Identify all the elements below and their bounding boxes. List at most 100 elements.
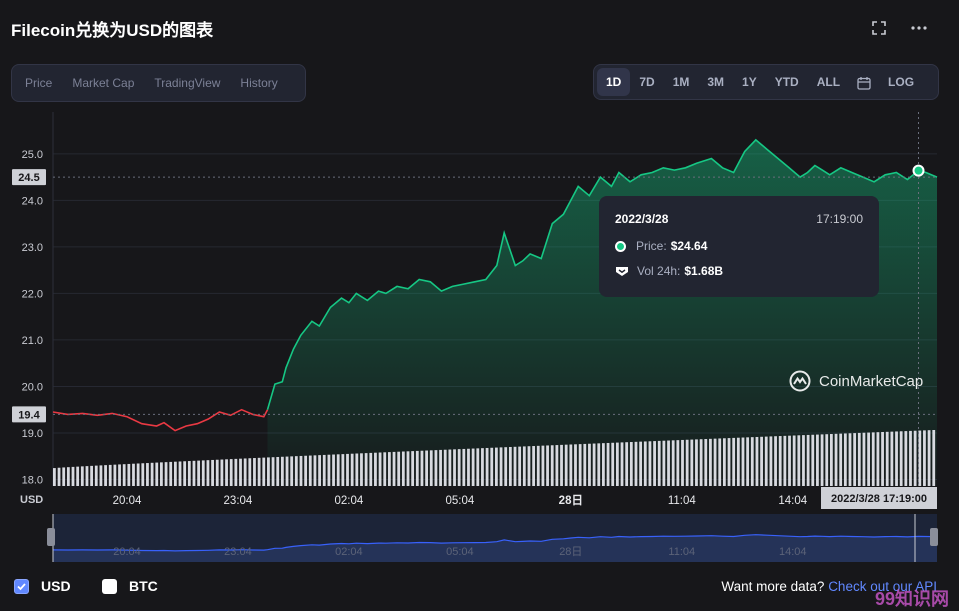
tab-1m[interactable]: 1M	[672, 75, 690, 89]
volume-bar	[401, 451, 405, 486]
y-tick-label: 19.0	[22, 428, 43, 440]
navigator-tick-label: 28日	[559, 546, 582, 558]
y-tick-label: 22.0	[22, 288, 43, 300]
fullscreen-icon[interactable]	[868, 20, 890, 42]
volume-bar	[839, 433, 843, 486]
volume-bar	[234, 458, 238, 486]
volume-bar	[541, 445, 545, 486]
volume-bar	[355, 453, 359, 486]
volume-bar	[620, 442, 624, 486]
checkbox-unchecked-icon[interactable]	[102, 578, 117, 594]
tab-7d[interactable]: 7D	[639, 75, 655, 89]
legend-btc[interactable]: BTC	[102, 578, 158, 594]
volume-bar	[85, 466, 89, 486]
volume-bar	[308, 455, 312, 486]
api-link[interactable]: Check out our API	[828, 579, 937, 594]
hover-time-badge	[821, 487, 937, 509]
tab-3m[interactable]: 3M	[707, 75, 725, 89]
y-tick-label: 23.0	[22, 242, 43, 254]
navigator-tick-label: 14:04	[779, 546, 807, 558]
volume-bar	[420, 450, 424, 486]
volume-bar	[164, 462, 168, 486]
volume-bar	[574, 444, 577, 486]
volume-bar	[471, 448, 475, 486]
tab-tradingview[interactable]: TradingView	[154, 76, 221, 90]
navigator-handle-left[interactable]	[47, 528, 55, 546]
volume-bar	[462, 448, 466, 486]
volume-bar	[467, 448, 470, 486]
legend-usd-label: USD	[41, 578, 71, 594]
tab-1y[interactable]: 1Y	[742, 75, 757, 89]
more-icon[interactable]	[908, 20, 930, 42]
volume-bar	[220, 459, 224, 486]
volume-bar	[690, 439, 694, 486]
volume-bar	[802, 435, 805, 486]
tab-price[interactable]: Price	[25, 76, 53, 90]
volume-bar	[657, 440, 661, 486]
volume-bar	[66, 467, 70, 486]
volume-bar	[611, 442, 615, 486]
volume-bar	[318, 455, 321, 486]
legend-usd[interactable]: USD	[14, 578, 71, 594]
y-tick-label: 25.0	[22, 149, 43, 161]
volume-bar	[504, 447, 508, 486]
volume-bar	[350, 453, 354, 486]
volume-bar	[53, 468, 56, 486]
tooltip-time: 17:19:00	[816, 212, 863, 226]
volume-bar	[197, 460, 201, 486]
tab-ytd[interactable]: YTD	[774, 75, 799, 89]
tab-history[interactable]: History	[240, 76, 278, 90]
volume-bar	[718, 438, 722, 486]
volume-bar	[267, 457, 270, 486]
volume-bar	[653, 441, 656, 486]
volume-bar	[225, 459, 228, 486]
tooltip-price-row: Price: $24.64	[615, 239, 707, 253]
volume-bar	[578, 444, 582, 486]
navigator-tick-label: 23:04	[224, 546, 252, 558]
tooltip-volume-value: $1.68B	[684, 264, 724, 278]
navigator-handle-right[interactable]	[930, 528, 938, 546]
volume-bar	[397, 451, 401, 486]
x-tick-label: 05:04	[445, 495, 474, 507]
volume-bar	[662, 440, 666, 486]
volume-bar	[769, 436, 773, 486]
volume-bar	[667, 440, 670, 486]
volume-bar	[857, 432, 861, 486]
volume-bar	[341, 454, 345, 486]
volume-bar	[481, 448, 484, 486]
volume-bar	[732, 437, 736, 486]
volume-bar	[406, 451, 410, 486]
calendar-icon[interactable]	[849, 68, 879, 96]
currency-axis-label: USD	[20, 494, 43, 506]
volume-bar	[383, 452, 387, 486]
tab-all[interactable]: ALL	[816, 75, 841, 89]
volume-bar	[685, 439, 689, 486]
volume-bar	[499, 447, 503, 486]
volume-bar	[788, 435, 791, 486]
volume-bar	[848, 433, 852, 486]
volume-bar	[932, 430, 936, 486]
time-range-tabs: 1D 7D 1M 3M 1Y YTD ALL LOG	[593, 64, 939, 100]
volume-bar	[792, 435, 796, 486]
volume-bar	[313, 455, 317, 486]
volume-bar	[527, 446, 531, 486]
tab-log[interactable]: LOG	[888, 75, 915, 89]
volume-bar	[248, 458, 252, 486]
volume-bar	[606, 442, 610, 486]
volume-bar	[532, 446, 536, 486]
tab-market-cap[interactable]: Market Cap	[72, 76, 135, 90]
volume-bar	[816, 434, 819, 486]
volume-bar	[699, 439, 703, 486]
price-tooltip: 2022/3/28 17:19:00 Price: $24.64 Vol 24h…	[599, 196, 879, 297]
legend-btc-label: BTC	[129, 578, 158, 594]
volume-bar	[294, 456, 298, 486]
price-line-down	[52, 408, 269, 432]
checkbox-checked-icon[interactable]	[14, 578, 29, 594]
volume-bar	[639, 441, 643, 486]
volume-bar	[104, 465, 107, 486]
volume-bar	[290, 456, 294, 486]
volume-bar	[434, 450, 438, 486]
volume-bar	[243, 458, 247, 486]
volume-bar	[276, 456, 280, 486]
tab-1d[interactable]: 1D	[597, 68, 631, 96]
